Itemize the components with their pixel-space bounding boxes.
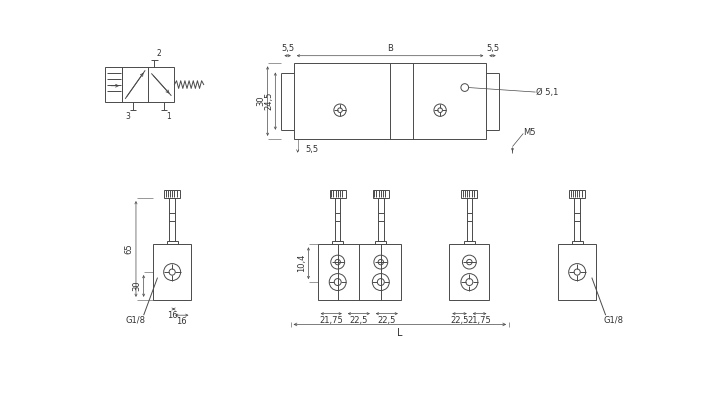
Text: G1/8: G1/8 [603, 315, 623, 324]
Bar [122, 67, 175, 102]
Bar [558, 244, 596, 300]
Text: Ø 5,1: Ø 5,1 [536, 88, 559, 96]
Bar [153, 244, 191, 300]
Bar [164, 190, 180, 198]
Text: 22,5: 22,5 [451, 316, 469, 325]
Text: L: L [397, 328, 403, 338]
Text: 10,4: 10,4 [297, 254, 306, 272]
Bar [461, 190, 477, 198]
Text: 5,5: 5,5 [306, 145, 318, 154]
Text: 1: 1 [166, 112, 171, 121]
Text: 22,5: 22,5 [350, 316, 368, 325]
Text: 24,5: 24,5 [264, 92, 273, 110]
Bar [375, 240, 386, 244]
Bar [449, 244, 489, 300]
Bar [170, 198, 175, 240]
Text: 2: 2 [157, 49, 161, 58]
Bar [467, 198, 472, 240]
Text: 21,75: 21,75 [467, 316, 491, 325]
Bar [464, 240, 474, 244]
Text: 16: 16 [177, 318, 187, 326]
Text: G1/8: G1/8 [126, 315, 146, 324]
Bar [569, 190, 585, 198]
Text: 30: 30 [132, 281, 142, 291]
Bar [335, 198, 341, 240]
Bar [318, 244, 401, 300]
Text: 3: 3 [125, 112, 130, 121]
Bar [294, 63, 486, 139]
Bar [105, 67, 122, 102]
Bar [329, 190, 346, 198]
Bar [372, 190, 389, 198]
Text: 16: 16 [167, 311, 177, 320]
Text: 5,5: 5,5 [281, 44, 294, 53]
Text: B: B [387, 44, 393, 53]
Text: 22,5: 22,5 [377, 316, 396, 325]
Text: M5: M5 [523, 128, 536, 137]
Text: 30: 30 [256, 96, 265, 106]
Bar [572, 240, 582, 244]
Text: 21,75: 21,75 [320, 316, 343, 325]
Bar [574, 198, 580, 240]
Text: 5,5: 5,5 [486, 44, 499, 53]
Bar [332, 240, 343, 244]
Bar [378, 198, 384, 240]
Text: 65: 65 [124, 244, 133, 254]
Bar [167, 240, 177, 244]
